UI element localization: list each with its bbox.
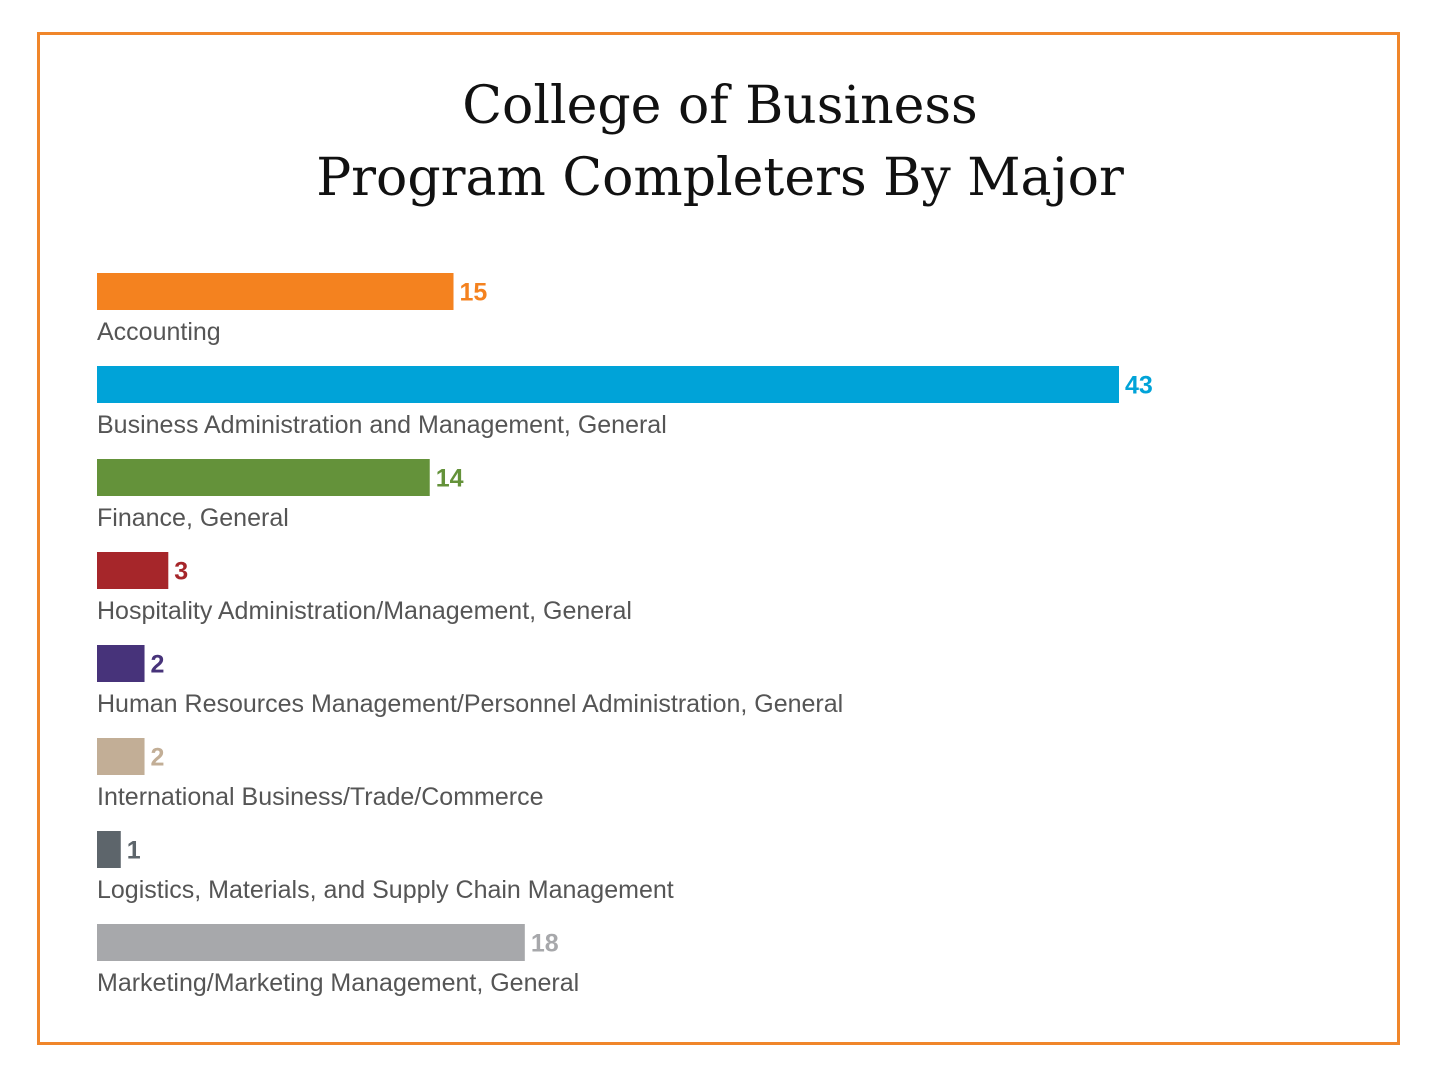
bar-5 [97, 738, 145, 775]
bar-2 [97, 459, 430, 496]
category-label-0: Accounting [97, 318, 221, 346]
category-label-3: Hospitality Administration/Management, G… [97, 597, 632, 625]
value-label-1: 43 [1125, 372, 1153, 400]
bar-3 [97, 552, 169, 589]
value-label-7: 18 [531, 930, 559, 958]
bar-7 [97, 924, 525, 961]
value-label-4: 2 [151, 651, 165, 679]
chart-frame [37, 32, 1400, 1045]
category-label-1: Business Administration and Management, … [97, 411, 667, 439]
value-label-3: 3 [174, 558, 188, 586]
category-label-5: International Business/Trade/Commerce [97, 783, 544, 811]
bar-6 [97, 831, 121, 868]
category-label-4: Human Resources Management/Personnel Adm… [97, 690, 843, 718]
chart-title: College of Business Program Completers B… [0, 70, 1440, 214]
value-label-5: 2 [151, 744, 165, 772]
value-label-2: 14 [436, 465, 464, 493]
bar-0 [97, 273, 454, 310]
value-label-6: 1 [127, 837, 141, 865]
category-label-2: Finance, General [97, 504, 289, 532]
category-label-6: Logistics, Materials, and Supply Chain M… [97, 876, 674, 904]
bar-4 [97, 645, 145, 682]
chart-title-line-1: College of Business [462, 76, 978, 136]
chart-title-line-2: Program Completers By Major [316, 148, 1124, 208]
value-label-0: 15 [460, 279, 488, 307]
category-label-7: Marketing/Marketing Management, General [97, 969, 579, 997]
bar-1 [97, 366, 1119, 403]
